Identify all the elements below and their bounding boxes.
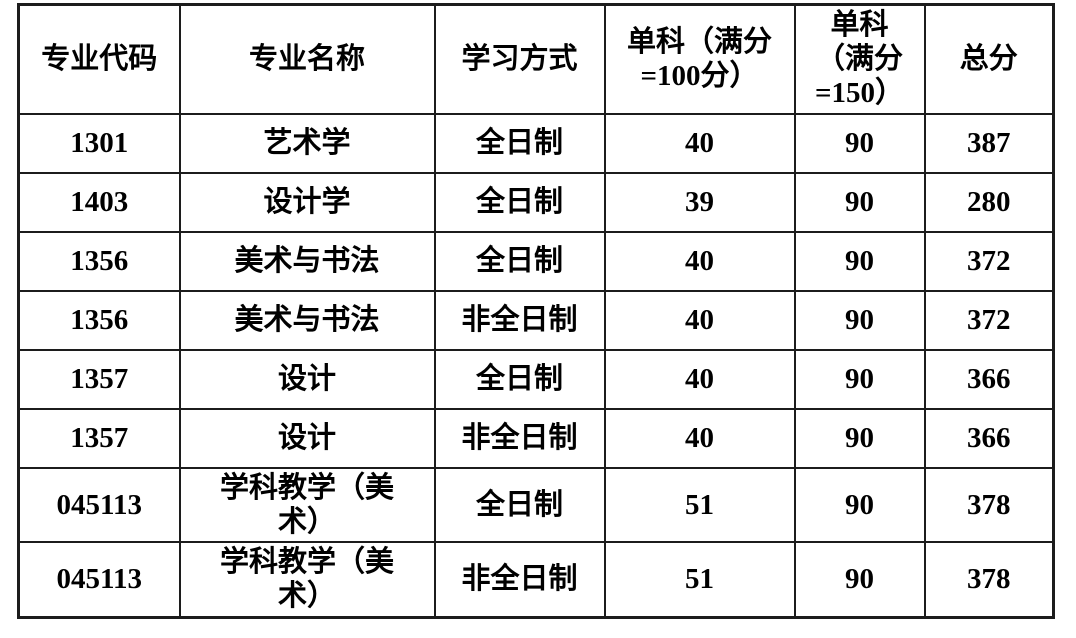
cell-single-150: 90 [793, 407, 926, 469]
cell-single-100: 40 [603, 348, 796, 410]
cell-code: 1357 [17, 407, 181, 469]
cell-single-150: 90 [793, 348, 926, 410]
cell-code: 1356 [17, 289, 181, 351]
cell-mode: 全日制 [433, 112, 606, 174]
header-row: 专业代码 专业名称 学习方式 单科（满分 =100分） 单科 （满分 =150） 总分 [17, 3, 1055, 115]
cell-mode: 非全日制 [433, 541, 606, 619]
cell-total: 366 [923, 348, 1055, 410]
cell-total: 387 [923, 112, 1055, 174]
cell-single-100: 40 [603, 289, 796, 351]
column-header-total: 总分 [923, 3, 1055, 115]
cell-single-150: 90 [793, 230, 926, 292]
table-row: 045113 学科教学（美 术） 非全日制 51 90 378 [17, 541, 1055, 619]
cell-mode: 全日制 [433, 466, 606, 544]
table-row: 1357 设计 全日制 40 90 366 [17, 348, 1055, 410]
table-row: 1357 设计 非全日制 40 90 366 [17, 407, 1055, 469]
table-row: 1356 美术与书法 全日制 40 90 372 [17, 230, 1055, 292]
cell-mode: 非全日制 [433, 289, 606, 351]
cell-total: 366 [923, 407, 1055, 469]
cell-single-150: 90 [793, 466, 926, 544]
cell-name: 艺术学 [178, 112, 436, 174]
cell-name: 设计 [178, 348, 436, 410]
cell-code: 1356 [17, 230, 181, 292]
admission-score-table: 专业代码 专业名称 学习方式 单科（满分 =100分） 单科 （满分 =150） 总分 1… [17, 3, 1055, 619]
cell-single-100: 40 [603, 112, 796, 174]
cell-single-100: 40 [603, 407, 796, 469]
cell-mode: 全日制 [433, 348, 606, 410]
cell-total: 280 [923, 171, 1055, 233]
cell-single-100: 40 [603, 230, 796, 292]
cell-mode: 全日制 [433, 230, 606, 292]
cell-total: 378 [923, 466, 1055, 544]
cell-code: 045113 [17, 541, 181, 619]
cell-name: 设计 [178, 407, 436, 469]
cell-code: 045113 [17, 466, 181, 544]
table-row: 1403 设计学 全日制 39 90 280 [17, 171, 1055, 233]
table-row: 1301 艺术学 全日制 40 90 387 [17, 112, 1055, 174]
cell-total: 372 [923, 289, 1055, 351]
cell-name: 学科教学（美 术） [178, 541, 436, 619]
cell-mode: 全日制 [433, 171, 606, 233]
cell-total: 378 [923, 541, 1055, 619]
cell-code: 1357 [17, 348, 181, 410]
cell-name: 设计学 [178, 171, 436, 233]
column-header-mode: 学习方式 [433, 3, 606, 115]
cell-single-100: 51 [603, 466, 796, 544]
cell-name: 学科教学（美 术） [178, 466, 436, 544]
cell-name: 美术与书法 [178, 230, 436, 292]
cell-single-150: 90 [793, 541, 926, 619]
cell-single-100: 51 [603, 541, 796, 619]
table-row: 045113 学科教学（美 术） 全日制 51 90 378 [17, 466, 1055, 544]
cell-single-150: 90 [793, 289, 926, 351]
column-header-single-100: 单科（满分 =100分） [603, 3, 796, 115]
table-row: 1356 美术与书法 非全日制 40 90 372 [17, 289, 1055, 351]
cell-single-150: 90 [793, 112, 926, 174]
cell-code: 1301 [17, 112, 181, 174]
table-body: 1301 艺术学 全日制 40 90 387 1403 设计学 全日制 39 90 280 1356 美术… [17, 112, 1055, 619]
cell-single-150: 90 [793, 171, 926, 233]
cell-single-100: 39 [603, 171, 796, 233]
cell-name: 美术与书法 [178, 289, 436, 351]
column-header-name: 专业名称 [178, 3, 436, 115]
column-header-code: 专业代码 [17, 3, 181, 115]
column-header-single-150: 单科 （满分 =150） [793, 3, 926, 115]
cell-code: 1403 [17, 171, 181, 233]
cell-mode: 非全日制 [433, 407, 606, 469]
cell-total: 372 [923, 230, 1055, 292]
